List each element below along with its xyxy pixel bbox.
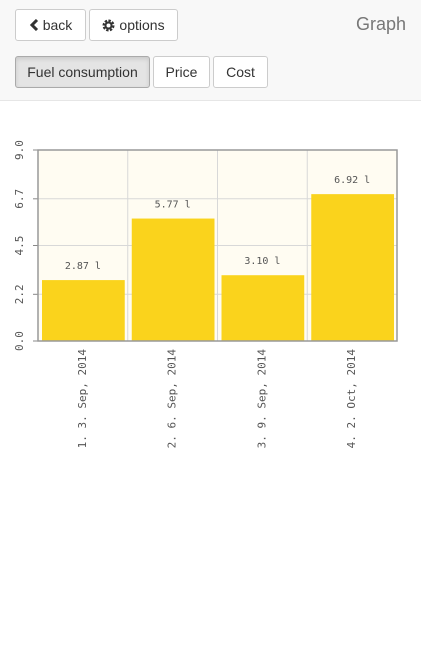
back-button[interactable]: back [15, 9, 86, 41]
tab-label: Price [165, 64, 198, 80]
tab-label: Fuel consumption [27, 64, 138, 80]
chevron-icon [29, 19, 38, 31]
value-label: 6.92 l [334, 175, 370, 186]
tab-label: Cost [226, 64, 255, 80]
bar [221, 275, 305, 341]
tab[interactable]: Cost [213, 56, 268, 88]
x-tick-label: 1. 3. Sep, 2014 [76, 349, 89, 449]
y-tick-label: 9.0 [13, 140, 26, 160]
x-tick-label: 3. 9. Sep, 2014 [255, 349, 268, 449]
y-tick-label: 2.2 [13, 284, 26, 304]
bar [131, 218, 215, 341]
page-title: Graph [355, 14, 406, 34]
value-label: 5.77 l [155, 200, 191, 211]
y-tick-label: 4.5 [13, 236, 26, 256]
bar [311, 194, 394, 341]
options-button[interactable]: options [89, 9, 178, 41]
gear-icon [102, 19, 115, 31]
back-label: back [42, 17, 73, 33]
toolbar: back options Graph Fuel consumption Pric… [0, 0, 421, 101]
x-tick-label: 4. 2. Oct, 2014 [345, 349, 358, 449]
value-label: 2.87 l [65, 261, 101, 272]
bar [42, 280, 125, 341]
y-tick-label: 0.0 [13, 331, 26, 351]
chart: 0.0 2.2 4.5 6.7 9.0 1. 3. Sep, 2014 2.87 l 2. 6… [13, 140, 398, 449]
tab[interactable]: Fuel consumption [15, 56, 150, 88]
y-tick-label: 6.7 [13, 189, 26, 209]
options-label: options [119, 17, 165, 33]
x-tick-label: 2. 6. Sep, 2014 [166, 349, 179, 449]
tab[interactable]: Price [153, 56, 210, 88]
plot-border [37, 149, 398, 342]
value-label: 3.10 l [244, 256, 280, 267]
